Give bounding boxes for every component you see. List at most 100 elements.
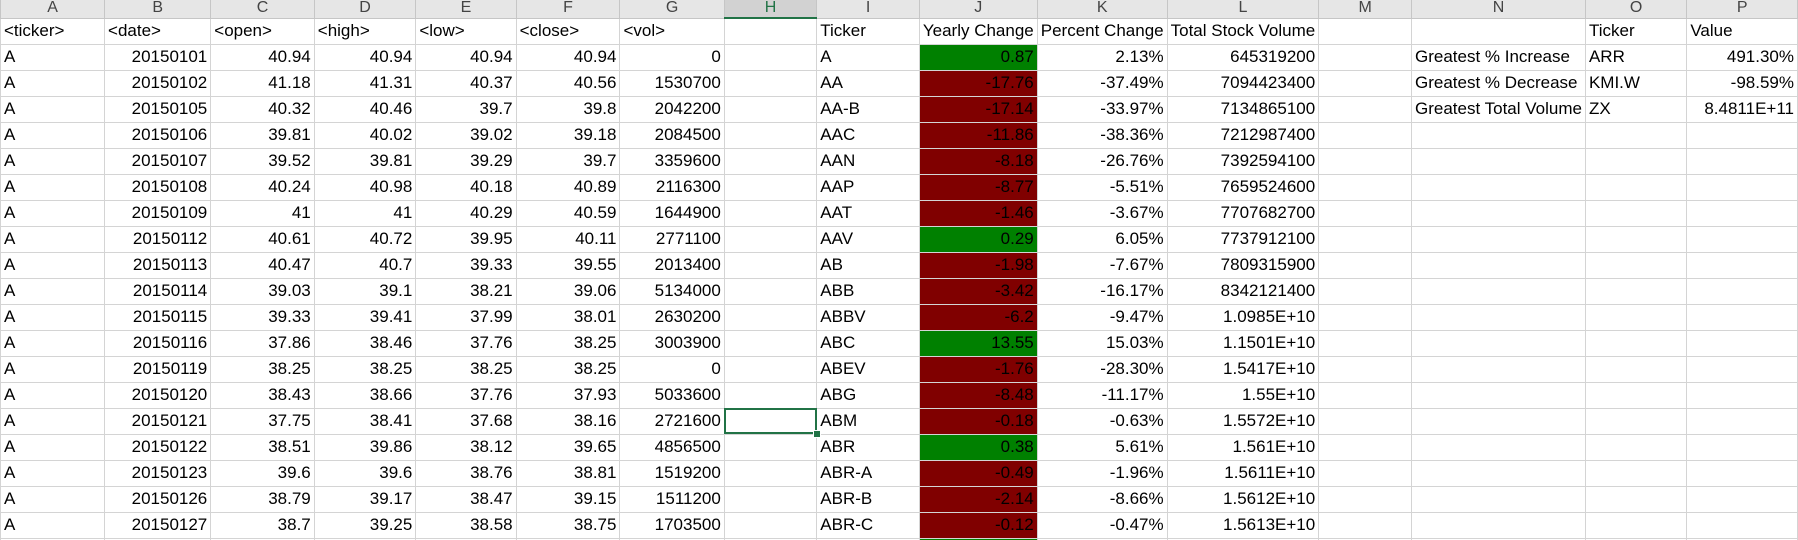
empty-cell[interactable] xyxy=(1318,303,1412,331)
cell-low[interactable]: 40.94 xyxy=(415,43,517,71)
percent-change-cell[interactable]: -28.30% xyxy=(1036,355,1168,383)
percent-change-cell[interactable]: -8.66% xyxy=(1036,485,1168,513)
cell-high[interactable]: 38.41 xyxy=(313,407,417,435)
cell-low[interactable]: 39.02 xyxy=(415,121,517,149)
cell-ticker[interactable]: A xyxy=(0,303,106,331)
cell-open[interactable]: 41 xyxy=(210,199,315,227)
cell-high[interactable]: 41 xyxy=(313,199,417,227)
percent-change-cell[interactable]: -26.76% xyxy=(1036,147,1168,175)
cell-ticker[interactable]: A xyxy=(0,69,106,97)
cell-low[interactable]: 37.68 xyxy=(415,407,517,435)
header-cell-high[interactable]: <high> xyxy=(313,17,417,45)
empty-cell[interactable] xyxy=(1411,485,1586,513)
empty-cell[interactable] xyxy=(1686,329,1798,357)
empty-cell[interactable] xyxy=(723,303,818,331)
yearly-change-cell[interactable]: -8.48 xyxy=(918,381,1038,409)
cell-vol[interactable]: 2084500 xyxy=(619,121,725,149)
empty-cell[interactable] xyxy=(723,69,818,97)
summary-ticker-cell[interactable]: AB xyxy=(816,251,920,279)
empty-cell[interactable] xyxy=(723,485,818,513)
column-header-b[interactable]: B xyxy=(104,0,212,19)
stat-label-cell[interactable]: Greatest % Increase xyxy=(1411,43,1586,71)
header-cell-low[interactable]: <low> xyxy=(415,17,517,45)
empty-cell[interactable] xyxy=(1318,407,1412,435)
percent-change-cell[interactable]: -16.17% xyxy=(1036,277,1168,305)
cell-close[interactable]: 39.55 xyxy=(515,251,621,279)
yearly-change-cell[interactable]: -17.14 xyxy=(918,95,1038,123)
cell-date[interactable]: 20150102 xyxy=(104,69,212,97)
cell-open[interactable]: 41.18 xyxy=(210,69,315,97)
cell-ticker[interactable]: A xyxy=(0,199,106,227)
summary-ticker-cell[interactable]: ABG xyxy=(816,381,920,409)
yearly-change-cell[interactable]: -0.49 xyxy=(918,459,1038,487)
cell-open[interactable]: 40.32 xyxy=(210,95,315,123)
cell-ticker[interactable]: A xyxy=(0,121,106,149)
empty-cell[interactable] xyxy=(1686,277,1798,305)
empty-cell[interactable] xyxy=(1686,381,1798,409)
cell-date[interactable]: 20150105 xyxy=(104,95,212,123)
cell-ticker[interactable]: A xyxy=(0,433,106,461)
percent-change-cell[interactable]: -7.67% xyxy=(1036,251,1168,279)
cell-ticker[interactable]: A xyxy=(0,43,106,71)
yearly-change-cell[interactable]: -2.14 xyxy=(918,485,1038,513)
cell-close[interactable]: 39.65 xyxy=(515,433,621,461)
total-volume-cell[interactable]: 7809315900 xyxy=(1166,251,1320,279)
total-volume-cell[interactable]: 1.1501E+10 xyxy=(1166,329,1320,357)
stat-label-cell[interactable]: Greatest Total Volume xyxy=(1411,95,1586,123)
summary-ticker-cell[interactable]: AAP xyxy=(816,173,920,201)
empty-cell[interactable] xyxy=(1411,303,1586,331)
yearly-change-cell[interactable]: -8.77 xyxy=(918,173,1038,201)
total-volume-cell[interactable]: 1.5613E+10 xyxy=(1166,511,1320,539)
cell-date[interactable]: 20150116 xyxy=(104,329,212,357)
stat-value-cell[interactable]: 491.30% xyxy=(1686,43,1798,71)
cell-date[interactable]: 20150126 xyxy=(104,485,212,513)
column-header-l[interactable]: L xyxy=(1166,0,1320,19)
cell-vol[interactable]: 2721600 xyxy=(619,407,725,435)
column-header-o[interactable]: O xyxy=(1584,0,1688,19)
cell-low[interactable]: 40.18 xyxy=(415,173,517,201)
empty-cell[interactable] xyxy=(1318,277,1412,305)
cell-close[interactable]: 40.11 xyxy=(515,225,621,253)
column-header-j[interactable]: J xyxy=(918,0,1038,19)
empty-cell[interactable] xyxy=(1686,121,1798,149)
empty-cell[interactable] xyxy=(1686,199,1798,227)
cell-low[interactable]: 38.21 xyxy=(415,277,517,305)
cell-vol[interactable]: 1519200 xyxy=(619,459,725,487)
stat-value-cell[interactable]: 8.4811E+11 xyxy=(1686,95,1798,123)
empty-cell[interactable] xyxy=(1584,355,1688,383)
empty-cell[interactable] xyxy=(1584,433,1688,461)
summary-ticker-cell[interactable]: ABR-A xyxy=(816,459,920,487)
yearly-change-cell[interactable]: -17.76 xyxy=(918,69,1038,97)
empty-cell[interactable] xyxy=(1584,173,1688,201)
header-cell-stat-ticker[interactable]: Ticker xyxy=(1584,17,1688,45)
summary-ticker-cell[interactable]: ABM xyxy=(816,407,920,435)
cell-vol[interactable]: 5033600 xyxy=(619,381,725,409)
cell-open[interactable]: 39.81 xyxy=(210,121,315,149)
cell-open[interactable]: 38.43 xyxy=(210,381,315,409)
empty-cell[interactable] xyxy=(1584,225,1688,253)
empty-cell[interactable] xyxy=(1411,381,1586,409)
stat-ticker-cell[interactable]: ZX xyxy=(1584,95,1688,123)
cell-vol[interactable]: 3003900 xyxy=(619,329,725,357)
empty-cell[interactable] xyxy=(723,17,818,45)
cell-vol[interactable]: 1644900 xyxy=(619,199,725,227)
percent-change-cell[interactable]: -0.63% xyxy=(1036,407,1168,435)
header-cell-ticker[interactable]: <ticker> xyxy=(0,17,106,45)
cell-open[interactable]: 38.7 xyxy=(210,511,315,539)
percent-change-cell[interactable]: 5.61% xyxy=(1036,433,1168,461)
empty-cell[interactable] xyxy=(1584,459,1688,487)
cell-close[interactable]: 38.81 xyxy=(515,459,621,487)
cell-high[interactable]: 39.1 xyxy=(313,277,417,305)
summary-ticker-cell[interactable]: AAC xyxy=(816,121,920,149)
cell-vol[interactable]: 2771100 xyxy=(619,225,725,253)
empty-cell[interactable] xyxy=(1584,199,1688,227)
total-volume-cell[interactable]: 1.5611E+10 xyxy=(1166,459,1320,487)
cell-close[interactable]: 38.25 xyxy=(515,329,621,357)
summary-ticker-cell[interactable]: ABB xyxy=(816,277,920,305)
cell-date[interactable]: 20150112 xyxy=(104,225,212,253)
total-volume-cell[interactable]: 7737912100 xyxy=(1166,225,1320,253)
empty-cell[interactable] xyxy=(1686,407,1798,435)
empty-cell[interactable] xyxy=(1686,511,1798,539)
empty-cell[interactable] xyxy=(1411,459,1586,487)
cell-open[interactable]: 38.51 xyxy=(210,433,315,461)
